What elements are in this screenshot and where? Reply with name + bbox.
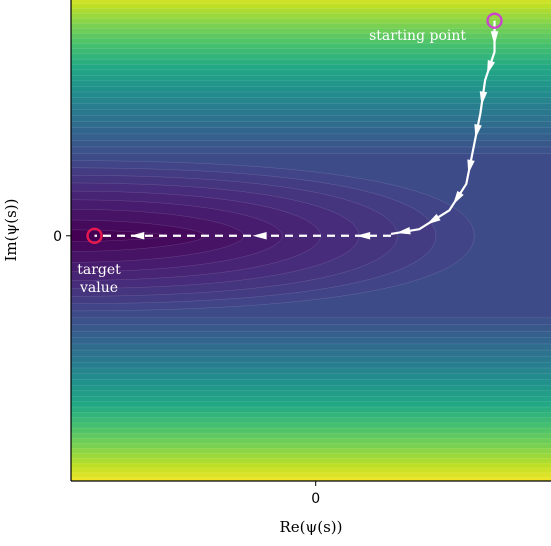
marker-layer bbox=[86, 12, 503, 244]
starting-point-marker bbox=[486, 12, 503, 29]
trajectory-arrow bbox=[356, 232, 371, 240]
target-value-marker bbox=[86, 227, 103, 244]
trajectory-arrow bbox=[396, 226, 411, 235]
y-axis-label: Im(ψ(s)) bbox=[2, 198, 20, 261]
target-label-line2: value bbox=[79, 280, 118, 296]
y-tick-label: 0 bbox=[53, 229, 62, 245]
x-tick-label: 0 bbox=[311, 491, 320, 507]
trajectory-arrow bbox=[479, 91, 488, 106]
trajectory-arrow bbox=[252, 232, 267, 240]
trajectory-arrow bbox=[426, 213, 441, 225]
contour-field bbox=[71, 0, 551, 481]
trajectory-arrow bbox=[467, 159, 475, 174]
target-label-line1: target bbox=[77, 262, 121, 278]
trajectory-arrow bbox=[452, 190, 464, 205]
x-axis-label: Re(ψ(s)) bbox=[279, 518, 342, 536]
trajectory-arrow bbox=[474, 123, 482, 139]
trajectory-arrow bbox=[130, 232, 145, 240]
starting-point-label: starting point bbox=[369, 28, 466, 44]
trajectory-arrow bbox=[490, 31, 499, 46]
trajectory-arrow bbox=[486, 60, 495, 75]
trajectory-layer bbox=[94, 20, 499, 240]
